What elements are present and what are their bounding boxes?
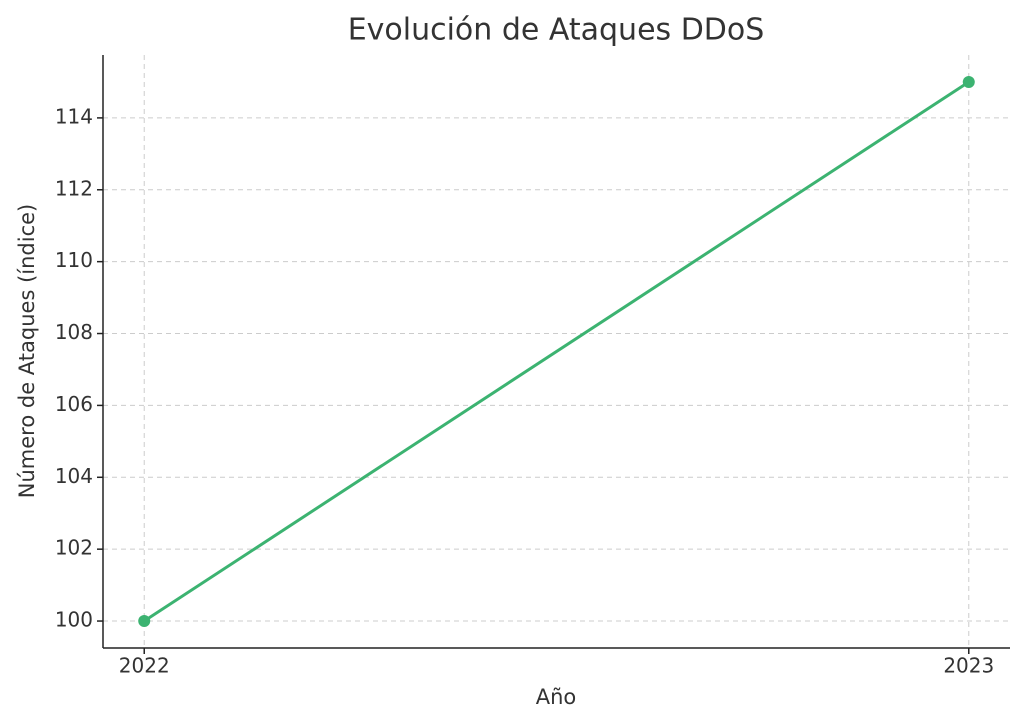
chart-title: Evolución de Ataques DDoS [348,13,765,48]
y-tick-label: 114 [55,104,93,128]
y-tick-label: 112 [55,176,93,200]
y-tick-label: 100 [55,608,93,632]
x-axis-label: Año [536,685,577,709]
y-axis-label: Número de Ataques (índice) [15,204,39,498]
y-tick-label: 106 [55,392,93,416]
point [962,75,975,88]
y-tick-label: 104 [55,464,93,488]
x-tick-label: 2023 [943,654,994,678]
y-tick-label: 110 [55,248,93,272]
x-tick-label: 2022 [119,654,170,678]
line [143,80,970,623]
y-tick-label: 102 [55,536,93,560]
point [138,615,151,628]
y-tick-label: 108 [55,320,93,344]
